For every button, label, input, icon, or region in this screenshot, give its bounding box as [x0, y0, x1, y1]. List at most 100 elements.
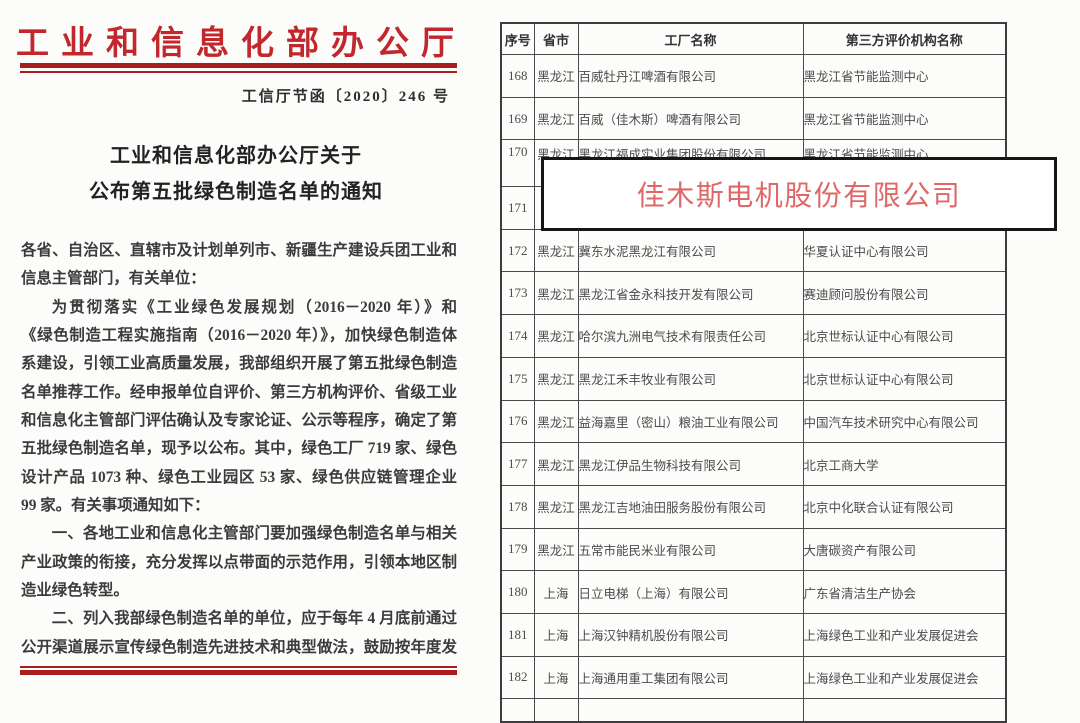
col-header-factory: 工厂名称 — [577, 22, 804, 55]
cell-index: 169 — [500, 96, 535, 141]
agency-title: 工业和信息化部办公厅 — [16, 26, 466, 62]
cell-index: 177 — [500, 442, 535, 486]
table-row: 182 上海 上海通用重工集团有限公司 上海绿色工业和产业发展促进会 — [500, 655, 1007, 700]
cell-index: 181 — [500, 612, 535, 657]
table-row: 176 黑龙江 益海嘉里（密山）粮油工业有限公司 中国汽车技术研究中心有限公司 — [500, 399, 1007, 444]
doc-body-line: 五批绿色制造名单，现予以公布。其中，绿色工厂 719 家、绿色 — [21, 440, 457, 458]
cell-factory: 益海嘉里（密山）粮油工业有限公司 — [577, 399, 804, 444]
cell-factory: 黑龙江禾丰牧业有限公司 — [577, 356, 804, 401]
doc-body-line: 造业绿色转型。 — [21, 582, 129, 600]
doc-body-line: 为贯彻落实《工业绿色发展规划（2016－2020 年）》和 — [51, 298, 457, 316]
cell-agency: 华夏认证中心有限公司 — [802, 228, 1007, 273]
cell-agency: 大唐碳资产有限公司 — [802, 527, 1007, 572]
cell-index: 175 — [500, 356, 535, 401]
cell-index: 176 — [500, 399, 535, 444]
table-row: 172 黑龙江 冀东水泥黑龙江有限公司 华夏认证中心有限公司 — [500, 228, 1007, 273]
cell-factory: 百威（佳木斯）啤酒有限公司 — [577, 96, 804, 141]
table-row-partial — [500, 698, 1007, 723]
cell-agency: 上海绿色工业和产业发展促进会 — [802, 612, 1007, 657]
table-row: 175 黑龙江 黑龙江禾丰牧业有限公司 北京世标认证中心有限公司 — [500, 356, 1007, 401]
doc-body: 各省、自治区、直辖市及计划单列市、新疆生产建设兵团工业和 信息主管部门，有关单位：… — [21, 237, 457, 662]
highlight-overlay-box: 佳木斯电机股份有限公司 — [541, 157, 1057, 231]
cell-province: 黑龙江 — [533, 527, 579, 572]
cell-factory: 黑龙江伊品生物科技有限公司 — [577, 442, 804, 486]
cell-index: 178 — [500, 484, 535, 529]
cell-agency: 黑龙江省节能监测中心 — [802, 54, 1007, 98]
cell-province: 黑龙江 — [533, 271, 579, 316]
document-title-line1: 工业和信息化部办公厅关于 — [110, 145, 362, 167]
table-row: 168 黑龙江 百威牡丹江啤酒有限公司 黑龙江省节能监测中心 — [500, 54, 1007, 98]
green-factory-list-page: 序号 省市 工厂名称 第三方评价机构名称 168 黑龙江 百威牡丹江啤酒有限公司 黑龙… — [500, 22, 1007, 723]
cell-index — [500, 698, 535, 723]
document-title: 工业和信息化部办公厅关于 公布第五批绿色制造名单的通知 — [16, 138, 456, 210]
cell-province: 黑龙江 — [533, 442, 579, 486]
cell-province: 黑龙江 — [533, 54, 579, 98]
table-row: 169 黑龙江 百威（佳木斯）啤酒有限公司 黑龙江省节能监测中心 — [500, 96, 1007, 141]
cell-agency: 北京世标认证中心有限公司 — [802, 356, 1007, 401]
cell-agency: 赛迪顾问股份有限公司 — [802, 271, 1007, 316]
cell-index: 182 — [500, 655, 535, 700]
table-row: 180 上海 日立电梯（上海）有限公司 广东省清洁生产协会 — [500, 570, 1007, 614]
doc-body-line: 公开渠道展示宣传绿色制造先进技术和典型做法，鼓励按年度发 — [21, 638, 457, 656]
official-document-page: 工业和信息化部办公厅 工信厅节函〔2020〕246 号 工业和信息化部办公厅关于… — [0, 0, 470, 688]
document-number: 工信厅节函〔2020〕246 号 — [241, 89, 450, 105]
header-red-rule-thin — [20, 71, 457, 73]
cell-agency: 黑龙江省节能监测中心 — [802, 96, 1007, 141]
doc-body-line: 一、各地工业和信息化主管部门要加强绿色制造名单与相关 — [51, 525, 457, 543]
cell-index: 170 — [500, 139, 535, 188]
cell-agency: 广东省清洁生产协会 — [802, 570, 1007, 614]
cell-province: 上海 — [533, 570, 579, 614]
cell-province: 黑龙江 — [533, 356, 579, 401]
col-header-province: 省市 — [533, 22, 579, 55]
doc-body-line: 名单推荐工作。经申报单位自评价、第三方机构评价、省级工业 — [21, 383, 457, 401]
doc-body-line: 系建设，引领工业高质量发展，我部组织开展了第五批绿色制造 — [21, 355, 457, 373]
cell-factory: 百威牡丹江啤酒有限公司 — [577, 54, 804, 98]
cell-factory — [577, 698, 804, 723]
table-body: 168 黑龙江 百威牡丹江啤酒有限公司 黑龙江省节能监测中心 169 黑龙江 百威（佳木斯）… — [500, 54, 1007, 723]
cell-province: 黑龙江 — [533, 314, 579, 358]
cell-index: 172 — [500, 228, 535, 273]
doc-body-line: 99 家。有关事项通知如下： — [21, 497, 210, 515]
cell-province: 黑龙江 — [533, 228, 579, 273]
table-row: 174 黑龙江 哈尔滨九洲电气技术有限责任公司 北京世标认证中心有限公司 — [500, 314, 1007, 358]
table-row: 177 黑龙江 黑龙江伊品生物科技有限公司 北京工商大学 — [500, 442, 1007, 486]
cell-index: 179 — [500, 527, 535, 572]
cell-factory: 黑龙江省金永科技开发有限公司 — [577, 271, 804, 316]
table-row: 178 黑龙江 黑龙江吉地油田服务股份有限公司 北京中化联合认证有限公司 — [500, 484, 1007, 529]
doc-body-line: 和信息化主管部门评估确认及专家论证、公示等程序，确定了第 — [21, 412, 457, 430]
doc-body-line: 《绿色制造工程实施指南（2016－2020 年）》，加快绿色制造体 — [21, 327, 457, 345]
cell-factory: 五常市能民米业有限公司 — [577, 527, 804, 572]
cell-factory: 冀东水泥黑龙江有限公司 — [577, 228, 804, 273]
doc-body-line: 各省、自治区、直辖市及计划单列市、新疆生产建设兵团工业和 — [21, 242, 457, 259]
doc-body-line: 设计产品 1073 种、绿色工业园区 53 家、绿色供应链管理企业 — [21, 468, 457, 486]
document-title-line2: 公布第五批绿色制造名单的通知 — [89, 181, 383, 203]
cell-agency: 上海绿色工业和产业发展促进会 — [802, 655, 1007, 700]
cell-agency: 北京世标认证中心有限公司 — [802, 314, 1007, 358]
cell-factory: 上海通用重工集团有限公司 — [577, 655, 804, 700]
cell-province — [533, 698, 579, 723]
cell-province: 黑龙江 — [533, 399, 579, 444]
cell-factory: 日立电梯（上海）有限公司 — [577, 570, 804, 614]
table-row: 179 黑龙江 五常市能民米业有限公司 大唐碳资产有限公司 — [500, 527, 1007, 572]
cell-index: 180 — [500, 570, 535, 614]
cell-province: 上海 — [533, 655, 579, 700]
factory-table: 序号 省市 工厂名称 第三方评价机构名称 168 黑龙江 百威牡丹江啤酒有限公司 黑龙… — [500, 22, 1007, 723]
col-header-index: 序号 — [500, 22, 535, 55]
cell-index: 174 — [500, 314, 535, 358]
cell-agency — [802, 698, 1007, 723]
highlighted-company-name: 佳木斯电机股份有限公司 — [636, 180, 962, 211]
cell-province: 黑龙江 — [533, 484, 579, 529]
table-row: 181 上海 上海汉钟精机股份有限公司 上海绿色工业和产业发展促进会 — [500, 612, 1007, 657]
table-header-row: 序号 省市 工厂名称 第三方评价机构名称 — [500, 22, 1007, 55]
cell-index: 171 — [500, 186, 535, 230]
doc-body-line: 信息主管部门，有关单位： — [21, 270, 206, 288]
cell-factory: 上海汉钟精机股份有限公司 — [577, 612, 804, 657]
col-header-agency: 第三方评价机构名称 — [802, 22, 1007, 55]
doc-body-line: 二、列入我部绿色制造名单的单位，应于每年 4 月底前通过 — [51, 610, 457, 628]
cell-agency: 中国汽车技术研究中心有限公司 — [802, 399, 1007, 444]
cell-factory: 哈尔滨九洲电气技术有限责任公司 — [577, 314, 804, 358]
cell-factory: 黑龙江吉地油田服务股份有限公司 — [577, 484, 804, 529]
cell-agency: 北京工商大学 — [802, 442, 1007, 486]
header-red-rule-thick — [20, 63, 457, 68]
doc-body-line: 产业政策的衔接，充分发挥以点带面的示范作用，引领本地区制 — [21, 553, 457, 571]
